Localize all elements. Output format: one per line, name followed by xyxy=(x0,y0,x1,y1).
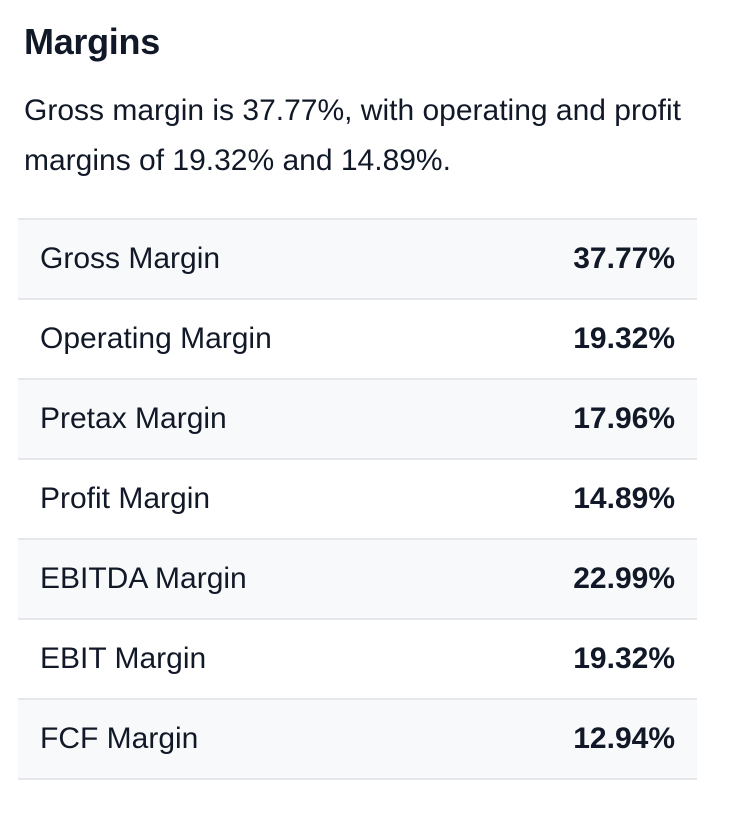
table-row-profit-margin: Profit Margin 14.89% xyxy=(18,460,697,540)
table-row-ebitda-margin: EBITDA Margin 22.99% xyxy=(18,540,697,620)
row-value: 14.89% xyxy=(573,482,675,515)
row-label: Operating Margin xyxy=(40,322,272,355)
table-row-operating-margin: Operating Margin 19.32% xyxy=(18,300,697,380)
row-label: Gross Margin xyxy=(40,242,221,275)
table-row-ebit-margin: EBIT Margin 19.32% xyxy=(18,620,697,700)
table-row-pretax-margin: Pretax Margin 17.96% xyxy=(18,380,697,460)
table-row-gross-margin: Gross Margin 37.77% xyxy=(18,220,697,300)
row-label: Profit Margin xyxy=(40,482,211,515)
row-label: EBIT Margin xyxy=(40,642,207,675)
section-summary: Gross margin is 37.77%, with operating a… xyxy=(24,94,681,177)
row-value: 12.94% xyxy=(573,722,675,755)
row-value: 19.32% xyxy=(573,322,675,355)
row-label: FCF Margin xyxy=(40,722,199,755)
section-title: Margins xyxy=(24,21,160,62)
row-value: 22.99% xyxy=(573,562,675,595)
margins-table: Gross Margin 37.77% Operating Margin 19.… xyxy=(18,218,697,780)
row-value: 19.32% xyxy=(573,642,675,675)
row-value: 17.96% xyxy=(573,402,675,435)
row-label: EBITDA Margin xyxy=(40,562,247,595)
row-value: 37.77% xyxy=(573,242,675,275)
table-row-fcf-margin: FCF Margin 12.94% xyxy=(18,700,697,780)
row-label: Pretax Margin xyxy=(40,402,227,435)
